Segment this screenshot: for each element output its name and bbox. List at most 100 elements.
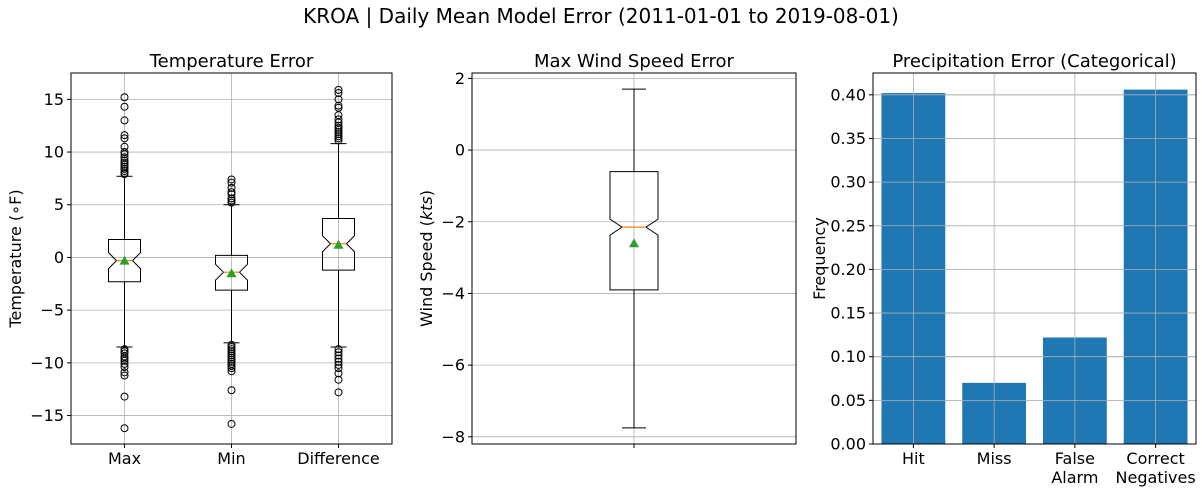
y-tick-label: −4: [441, 284, 465, 303]
mean-marker: [333, 239, 344, 249]
outlier-point: [334, 345, 343, 354]
y-axis-label: Frequency: [810, 217, 829, 300]
outlier-point: [334, 136, 343, 145]
mean-marker: [226, 268, 237, 278]
outlier-point: [227, 190, 236, 199]
outlier-point: [120, 116, 129, 125]
outlier-point: [120, 148, 129, 157]
y-tick-label: −8: [441, 427, 465, 446]
box-difference: [322, 85, 355, 397]
y-tick-label: 15: [44, 90, 64, 109]
outlier-point: [120, 363, 129, 372]
y-tick-label: 0.30: [830, 173, 866, 192]
x-tick-label: Negatives: [1116, 468, 1196, 487]
outlier-point: [120, 392, 129, 401]
outlier-point: [334, 115, 343, 124]
outlier-point: [120, 424, 129, 433]
outlier-point: [227, 355, 236, 364]
outlier-point: [120, 158, 129, 167]
outlier-point: [334, 134, 343, 143]
outlier-point: [334, 85, 343, 94]
y-tick-label: 0.05: [830, 391, 866, 410]
outlier-point: [120, 167, 129, 176]
y-tick-label: 2: [455, 69, 465, 88]
x-tick-label: Max: [108, 449, 141, 468]
panel-title: Precipitation Error (Categorical): [892, 51, 1176, 72]
box-body: [609, 171, 659, 291]
outlier-point: [120, 356, 129, 365]
outlier-point: [120, 93, 129, 102]
outlier-point: [227, 340, 236, 349]
outlier-point: [227, 357, 236, 366]
outlier-point: [227, 178, 236, 187]
outlier-point: [334, 360, 343, 369]
y-tick-label: 0.35: [830, 129, 866, 148]
outlier-point: [334, 369, 343, 378]
box-wind: [609, 88, 659, 429]
y-tick-label: −10: [30, 353, 64, 372]
panels: −15 −10 −5 0 5 10 15 Max Min Difference Temperatur…: [6, 51, 1197, 487]
outlier-point: [227, 367, 236, 376]
outlier-point: [227, 353, 236, 362]
y-axis-label-part: ): [417, 190, 436, 196]
y-tick-label: 0.25: [830, 216, 866, 235]
box-min: [215, 175, 248, 428]
y-axis-label-unit: kts: [417, 196, 436, 220]
outlier-point: [334, 95, 343, 104]
outlier-point: [334, 354, 343, 363]
panel-title: Temperature Error: [149, 51, 314, 72]
outlier-point: [334, 123, 343, 132]
outlier-point: [120, 170, 129, 179]
outlier-point: [120, 164, 129, 173]
outlier-point: [334, 89, 343, 98]
y-tick-label: 0.40: [830, 85, 866, 104]
y-tick-label: −5: [40, 301, 64, 320]
outlier-point: [334, 375, 343, 384]
outlier-point: [120, 150, 129, 159]
y-tick-label: −6: [441, 356, 465, 375]
outlier-point: [227, 198, 236, 207]
x-tick-label: Miss: [977, 449, 1012, 468]
outlier-point: [227, 349, 236, 358]
y-tick-label: 0: [455, 141, 465, 160]
outlier-point: [334, 101, 343, 110]
outlier-point: [227, 188, 236, 197]
outlier-point: [120, 354, 129, 363]
outlier-point: [120, 371, 129, 380]
y-tick-label: −15: [30, 406, 64, 425]
y-axis-label: Wind Speed (kts): [417, 190, 436, 327]
axes-frame: [471, 72, 797, 445]
y-tick-label: 0.10: [830, 347, 866, 366]
outlier-point: [120, 134, 129, 143]
outlier-point: [227, 194, 236, 203]
outlier-point: [334, 130, 343, 139]
x-tick-label: Min: [217, 449, 245, 468]
mean-marker: [119, 255, 130, 265]
outlier-point: [227, 364, 236, 373]
y-axis-label: Temperature (∘F): [6, 189, 25, 328]
panel-max-wind-speed-error: −8 −6 −4 −2 0 2 Max Wind Speed Error Wind Speed…: [417, 51, 797, 448]
outlier-point: [227, 175, 236, 184]
box-body: [322, 217, 355, 271]
y-tick-label: 0: [54, 248, 64, 267]
outlier-point: [120, 156, 129, 165]
outlier-point: [120, 160, 129, 169]
y-tick-label: −2: [441, 212, 465, 231]
mean-marker: [629, 238, 639, 248]
outlier-point: [334, 128, 343, 137]
outlier-point: [227, 347, 236, 356]
outlier-point: [120, 359, 129, 368]
axes-frame: [70, 72, 393, 445]
y-axis-label-part: Wind Speed (: [417, 220, 436, 327]
x-tick-label: Correct: [1126, 449, 1184, 468]
panel-precipitation-error: 0.00 0.05 0.10 0.15 0.20 0.25 0.30 0.35 0.40 Hit M…: [810, 51, 1197, 487]
outlier-point: [227, 183, 236, 192]
outlier-point: [334, 388, 343, 397]
outlier-point: [334, 348, 343, 357]
outlier-point: [334, 364, 343, 373]
y-tick-label: 0.15: [830, 304, 866, 323]
panel-title: Max Wind Speed Error: [534, 51, 735, 72]
outlier-point: [334, 132, 343, 141]
panel-temperature-error: −15 −10 −5 0 5 10 15 Max Min Difference Temperatur…: [6, 51, 393, 468]
